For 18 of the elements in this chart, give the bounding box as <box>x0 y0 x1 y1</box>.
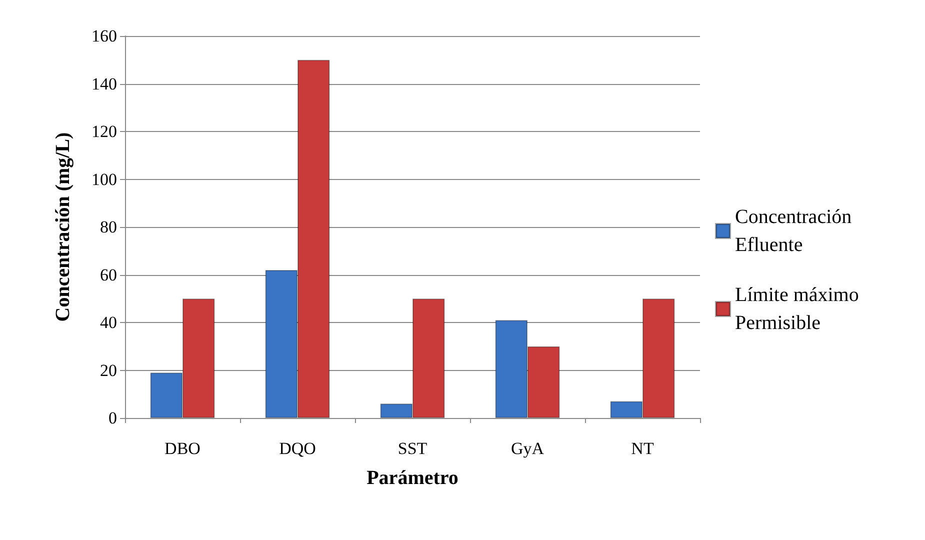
y-tick-label: 100 <box>92 170 117 189</box>
x-axis-title: Parámetro <box>366 467 458 489</box>
y-tick-label: 140 <box>92 74 117 94</box>
y-tick-label: 120 <box>92 122 117 141</box>
y-tick-label: 40 <box>100 313 117 332</box>
x-tick-label: DBO <box>164 439 200 458</box>
y-tick-label: 60 <box>100 265 117 284</box>
x-tick-label: NT <box>631 439 654 458</box>
legend-label: Límite máximo Permisible <box>735 284 864 334</box>
x-tick-label: GyA <box>510 439 545 458</box>
y-axis-title: Concentración (mg/L) <box>52 132 74 322</box>
y-tick-label: 0 <box>108 408 117 428</box>
x-tick-label: SST <box>398 439 428 458</box>
y-tick-label: 80 <box>100 218 117 236</box>
y-tick-label: 20 <box>100 360 117 380</box>
legend-label: Concentración Efluente <box>735 206 857 256</box>
y-tick-label: 160 <box>92 26 117 46</box>
x-tick-label: DQO <box>279 439 316 458</box>
